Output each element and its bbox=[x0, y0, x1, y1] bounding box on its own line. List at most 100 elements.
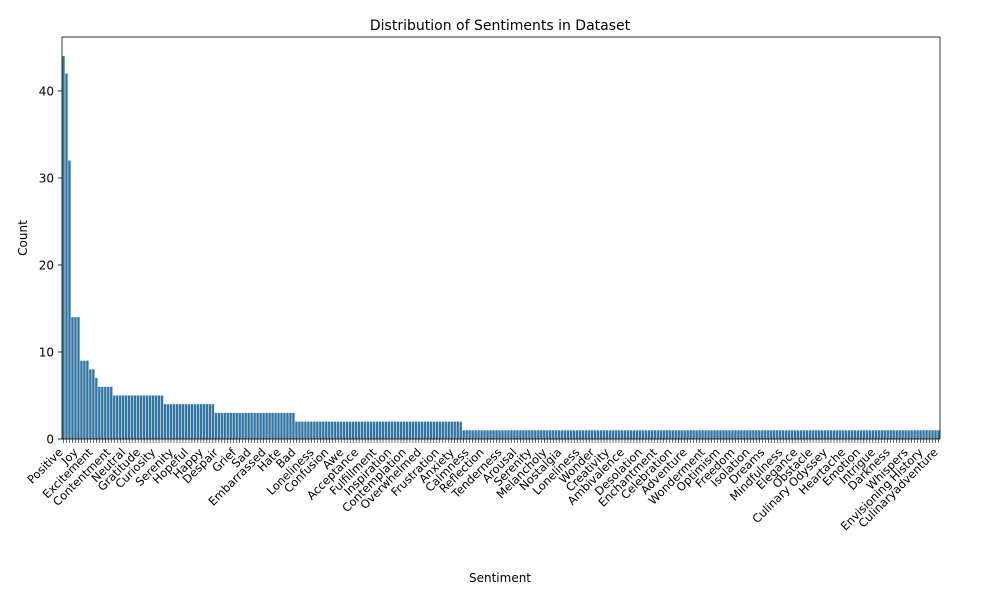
bar bbox=[432, 421, 435, 439]
bar bbox=[710, 430, 713, 439]
bar bbox=[450, 421, 453, 439]
bar bbox=[931, 430, 934, 439]
bar bbox=[692, 430, 695, 439]
bar bbox=[922, 430, 925, 439]
bar bbox=[835, 430, 839, 439]
bar bbox=[256, 412, 259, 439]
bar bbox=[510, 430, 513, 439]
bar bbox=[360, 421, 364, 439]
bar bbox=[525, 430, 528, 439]
bar bbox=[498, 430, 501, 439]
bar bbox=[740, 430, 743, 439]
bar bbox=[139, 395, 143, 439]
bar bbox=[534, 430, 537, 439]
bar bbox=[614, 430, 618, 439]
bar bbox=[767, 430, 770, 439]
bar bbox=[725, 430, 728, 439]
bar bbox=[178, 404, 182, 439]
bar bbox=[543, 430, 546, 439]
bar bbox=[462, 430, 465, 439]
y-tick-label: 10 bbox=[39, 345, 54, 359]
bar bbox=[755, 430, 758, 439]
bar bbox=[80, 360, 83, 439]
bar bbox=[316, 421, 319, 439]
bar bbox=[602, 430, 606, 439]
bar bbox=[674, 430, 677, 439]
bar bbox=[689, 430, 692, 439]
bar bbox=[516, 430, 519, 439]
bar bbox=[572, 430, 576, 439]
bar bbox=[346, 421, 349, 439]
bar bbox=[283, 412, 286, 439]
bar bbox=[328, 421, 331, 439]
bar bbox=[86, 360, 89, 439]
bar bbox=[351, 421, 355, 439]
bar bbox=[196, 404, 200, 439]
bar bbox=[895, 430, 898, 439]
bar bbox=[728, 430, 731, 439]
bar bbox=[319, 421, 322, 439]
bar bbox=[501, 430, 504, 439]
bar bbox=[662, 430, 665, 439]
bar bbox=[235, 412, 238, 439]
bar bbox=[181, 404, 185, 439]
bar bbox=[175, 404, 179, 439]
y-axis: 0 10 20 30 40 bbox=[39, 84, 62, 447]
bar bbox=[133, 395, 137, 439]
bar bbox=[301, 421, 304, 439]
bar bbox=[331, 421, 334, 439]
bar bbox=[62, 56, 65, 439]
bar bbox=[399, 421, 403, 439]
bar bbox=[608, 430, 612, 439]
bar bbox=[92, 369, 95, 439]
bar bbox=[934, 430, 937, 439]
bar bbox=[758, 430, 761, 439]
bar bbox=[638, 430, 642, 439]
bar bbox=[513, 430, 516, 439]
bar bbox=[910, 430, 913, 439]
bar bbox=[110, 386, 113, 439]
bar bbox=[202, 404, 206, 439]
bar bbox=[546, 430, 549, 439]
bar bbox=[659, 430, 662, 439]
bar bbox=[856, 430, 860, 439]
bar bbox=[919, 430, 922, 439]
bar bbox=[552, 430, 555, 439]
bar bbox=[295, 421, 298, 439]
bar bbox=[274, 412, 277, 439]
bar bbox=[157, 395, 161, 439]
bar bbox=[489, 430, 492, 439]
bar bbox=[838, 430, 842, 439]
bar bbox=[785, 430, 788, 439]
bar bbox=[366, 421, 370, 439]
bar bbox=[89, 369, 92, 439]
bar bbox=[268, 412, 271, 439]
bar bbox=[683, 430, 686, 439]
bar bbox=[486, 430, 489, 439]
bar bbox=[850, 430, 854, 439]
bar bbox=[623, 430, 627, 439]
bar bbox=[599, 430, 603, 439]
bar bbox=[892, 430, 895, 439]
bar bbox=[163, 404, 167, 439]
bar bbox=[402, 421, 406, 439]
bar bbox=[569, 430, 573, 439]
bar bbox=[886, 430, 889, 439]
bar bbox=[232, 412, 235, 439]
bar bbox=[184, 404, 188, 439]
bar bbox=[653, 430, 656, 439]
bar bbox=[883, 430, 886, 439]
bar bbox=[244, 412, 247, 439]
bar bbox=[540, 430, 543, 439]
bar bbox=[811, 430, 815, 439]
bar bbox=[83, 360, 86, 439]
y-axis-label: Count bbox=[16, 220, 30, 256]
bar bbox=[420, 421, 424, 439]
bar bbox=[790, 430, 794, 439]
bar bbox=[142, 395, 146, 439]
bar bbox=[277, 412, 280, 439]
bar bbox=[208, 404, 212, 439]
bar bbox=[877, 430, 880, 439]
bar bbox=[438, 421, 441, 439]
bar bbox=[817, 430, 821, 439]
